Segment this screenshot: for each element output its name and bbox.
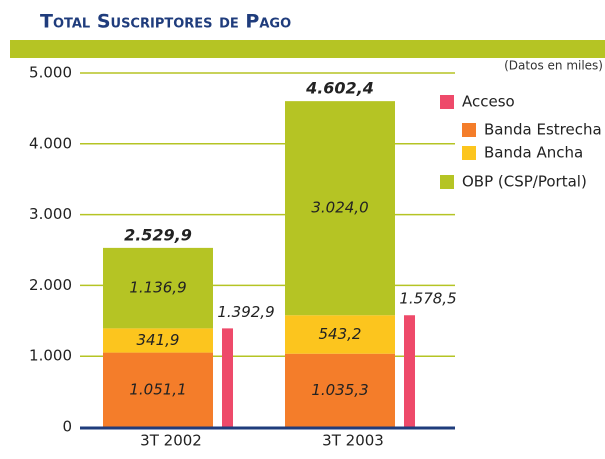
- legend-swatch: [440, 95, 454, 109]
- legend-swatch: [462, 123, 476, 137]
- side-bar: [404, 315, 415, 427]
- value-label: 543,2: [319, 325, 362, 343]
- legend-label: Banda Ancha: [484, 144, 583, 162]
- bar-segment: [285, 315, 395, 354]
- side-bar: [222, 328, 233, 427]
- value-label: 341,9: [137, 331, 180, 349]
- value-label: 1.578,5: [399, 290, 456, 308]
- bar-segment: [103, 247, 213, 329]
- x-tick-label: 3T 2002: [140, 432, 202, 450]
- legend-label: Banda Estrecha: [484, 121, 602, 139]
- x-tick-label: 3T 2003: [322, 432, 384, 450]
- value-label: 1.051,1: [129, 380, 186, 398]
- value-label: 1.035,3: [311, 381, 368, 399]
- value-label: 1.136,9: [129, 279, 186, 297]
- total-label: 2.529,9: [124, 225, 192, 244]
- legend-swatch: [440, 175, 454, 189]
- value-label: 3.024,0: [311, 199, 368, 217]
- y-tick-label: 4.000: [29, 134, 72, 152]
- title-band: [10, 40, 605, 58]
- y-tick-label: 0: [62, 418, 72, 436]
- bar-segment: [103, 352, 213, 427]
- chart-title: Total Suscriptores de Pago: [40, 11, 291, 33]
- legend-swatch: [462, 146, 476, 160]
- y-tick-label: 5.000: [29, 64, 72, 82]
- legend-label: Acceso: [462, 93, 515, 111]
- bar-segment: [285, 353, 395, 427]
- bar-segment: [103, 328, 213, 353]
- bar-segment: [285, 101, 395, 316]
- total-label: 4.602,4: [305, 79, 374, 98]
- legend-label: OBP (CSP/Portal): [462, 173, 587, 191]
- y-tick-label: 3.000: [29, 205, 72, 223]
- y-tick-label: 2.000: [29, 276, 72, 294]
- value-label: 1.392,9: [217, 303, 274, 321]
- subtitle: (Datos en miles): [504, 59, 603, 73]
- y-tick-label: 1.000: [29, 347, 72, 365]
